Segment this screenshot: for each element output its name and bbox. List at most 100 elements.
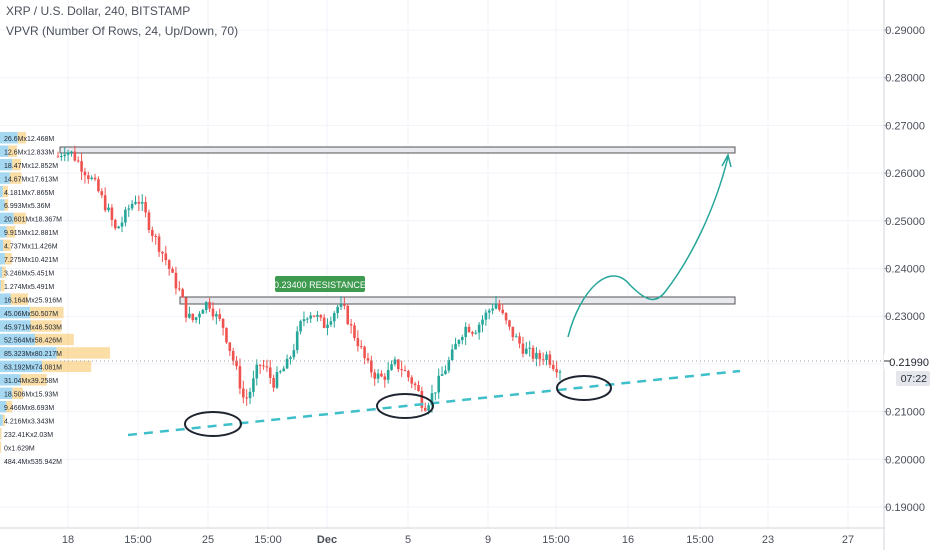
candle-body: [60, 156, 63, 158]
price-tick-label: 0.21000: [885, 407, 925, 419]
candle-body: [80, 161, 83, 172]
candle-body: [434, 392, 437, 394]
candle-body: [336, 306, 339, 314]
candle-body: [228, 342, 232, 351]
candle-body: [332, 313, 336, 322]
candle-body: [242, 388, 245, 398]
vp-row-down: [2, 414, 6, 426]
candle-body: [326, 324, 329, 328]
candle-body: [100, 191, 104, 196]
candle-body: [501, 309, 505, 314]
upper-target-zone[interactable]: [59, 146, 736, 154]
vp-row-label: 0x1.629M: [4, 445, 35, 452]
volume-profile: 26.6Mx12.468M 12.6Mx12.833M 18.47Mx12.852M…: [0, 132, 111, 466]
candle-body: [245, 397, 248, 399]
vp-row-down: [9, 172, 22, 184]
time-tick-label: Dec: [317, 534, 337, 546]
candle-body: [272, 377, 275, 388]
projection-arrowhead: [721, 152, 732, 168]
vp-row-down: [12, 387, 23, 399]
candle-body: [440, 374, 444, 376]
candle-body: [231, 350, 235, 361]
vp-row-up: [0, 253, 5, 265]
candle-body: [302, 319, 306, 322]
vp-row-down: [4, 253, 12, 265]
vp-row-label: 6.993Mx5.36M: [4, 203, 50, 210]
vp-row-label: 52.564Mx58.426M: [4, 338, 62, 345]
candle-body: [164, 253, 168, 261]
resistance-label-text: 0.23400 RESISTANCE: [274, 280, 366, 290]
time-tick-label: 15:00: [124, 534, 152, 546]
candle-body: [474, 332, 478, 334]
low-circle-2[interactable]: [376, 393, 434, 419]
projection-arrow[interactable]: [567, 156, 729, 338]
candle-body: [279, 371, 282, 373]
candle-body: [299, 321, 302, 332]
candle-body: [370, 360, 373, 373]
vp-row-label: 16.164Mx25.916M: [4, 297, 62, 304]
candle-body: [120, 222, 124, 227]
candle-body: [413, 383, 417, 386]
candle-body: [151, 229, 154, 236]
time-tick-label: 16: [622, 534, 634, 546]
time-tick-label: 15:00: [686, 534, 714, 546]
vp-row-label: 1.274Mx5.491M: [4, 284, 54, 291]
resistance-label[interactable]: 0.23400 RESISTANCE: [274, 276, 366, 292]
vp-row-down: [6, 401, 13, 413]
candle-body: [221, 318, 225, 328]
time-axis[interactable]: 18 15:00 25 15:00 Dec 5 9 15:00 16 15:00 23 27: [62, 534, 854, 546]
vp-row-up: [0, 226, 7, 238]
vp-row-label: 3.246Mx5.451M: [4, 270, 54, 277]
candle-body: [63, 154, 67, 157]
time-tick-label: 23: [762, 534, 774, 546]
vp-row-down: [3, 239, 11, 252]
candle-body: [349, 324, 353, 326]
price-tick-label: 0.24000: [885, 264, 925, 276]
vp-row-label: 18.506Mx15.93M: [4, 392, 58, 399]
candle-body: [90, 177, 93, 179]
candle-body: [484, 312, 488, 320]
candle-body: [427, 405, 430, 411]
vp-row-down: [34, 333, 74, 346]
candle-body: [366, 358, 370, 361]
candle-body: [481, 319, 484, 325]
vp-row-down: [0, 427, 2, 440]
candle-body: [535, 352, 538, 359]
vp-row-label: 484.4Mx535.942M: [4, 459, 62, 466]
candle-body: [107, 207, 110, 211]
candle-body: [525, 348, 528, 354]
candle-body: [380, 373, 383, 377]
resistance-zone[interactable]: [179, 296, 736, 305]
support-trendline[interactable]: [127, 369, 741, 437]
vp-row-label: 18.47Mx12.852M: [4, 163, 58, 170]
candle-body: [511, 326, 515, 338]
candle-body: [215, 314, 218, 317]
vp-row-label: 9.466Mx8.693M: [4, 405, 54, 412]
candle-body: [316, 314, 319, 317]
low-circle-3[interactable]: [556, 375, 612, 401]
candle-body: [204, 301, 208, 311]
candle-body: [390, 364, 393, 371]
candle-body: [353, 325, 356, 339]
price-axis[interactable]: 0.29000 0.28000 0.27000 0.26000 0.25000 0.240…: [884, 25, 925, 514]
candle-body: [356, 338, 360, 347]
vp-row-down: [6, 226, 16, 238]
candle-body: [508, 320, 511, 327]
vp-row-down: [10, 293, 28, 305]
candle-body: [396, 359, 400, 370]
candle-body: [137, 201, 141, 204]
candle-body: [339, 304, 343, 307]
chart-title: XRP / U.S. Dollar, 240, BITSTAMP: [6, 4, 191, 18]
candle-body: [322, 317, 326, 328]
candle-body: [191, 313, 195, 321]
candle-body: [258, 364, 262, 366]
candle-body: [528, 347, 531, 349]
candle-body: [73, 151, 77, 161]
candle-body: [417, 385, 420, 391]
candle-body: [275, 372, 279, 388]
time-tick-label: 15:00: [254, 534, 282, 546]
candle-body: [184, 297, 188, 318]
low-circle-1[interactable]: [184, 411, 242, 437]
candle-body: [306, 318, 309, 320]
